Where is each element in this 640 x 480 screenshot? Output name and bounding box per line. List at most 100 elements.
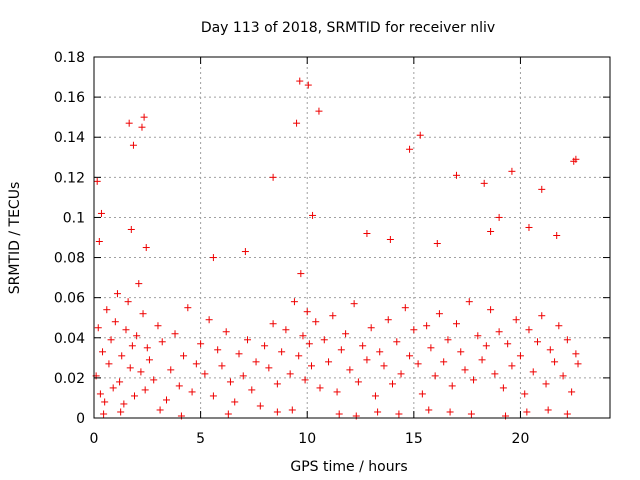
x-tick-label: 5 [196, 431, 205, 447]
data-point [467, 410, 475, 418]
data-point [192, 360, 200, 368]
data-point [371, 392, 379, 400]
data-point [239, 372, 247, 380]
data-point [335, 410, 343, 418]
data-point [101, 398, 109, 406]
data-point [452, 171, 460, 179]
data-point [440, 358, 448, 366]
data-point [482, 342, 490, 350]
data-point [180, 352, 188, 360]
y-tick-label: 0.1 [63, 210, 85, 226]
y-axis-label: SRMTID / TECUs [7, 182, 23, 295]
data-point [544, 406, 552, 414]
data-point [433, 240, 441, 248]
data-point [359, 342, 367, 350]
data-point [551, 358, 559, 366]
data-point [218, 362, 226, 370]
data-point [109, 384, 117, 392]
data-point [320, 336, 328, 344]
data-point [325, 358, 333, 366]
data-point [138, 123, 146, 131]
data-point [559, 372, 567, 380]
data-point [303, 308, 311, 316]
x-tick-label: 15 [405, 431, 423, 447]
y-tick-label: 0.04 [54, 331, 85, 347]
data-point [406, 352, 414, 360]
data-point [363, 356, 371, 364]
data-point [563, 336, 571, 344]
data-point [184, 304, 192, 312]
data-point [214, 346, 222, 354]
data-point [416, 131, 424, 139]
data-point [278, 348, 286, 356]
data-point [288, 406, 296, 414]
data-point [293, 119, 301, 127]
data-point [309, 211, 317, 219]
data-point [297, 270, 305, 278]
data-point [568, 388, 576, 396]
data-point [401, 304, 409, 312]
data-point [495, 328, 503, 336]
data-point [342, 330, 350, 338]
data-point [542, 380, 550, 388]
data-point [201, 370, 209, 378]
data-point [435, 310, 443, 318]
data-point [231, 398, 239, 406]
data-point [269, 320, 277, 328]
data-point [574, 360, 582, 368]
data-point [118, 352, 126, 360]
x-axis-label: GPS time / hours [290, 459, 407, 475]
data-point [546, 346, 554, 354]
data-point [299, 332, 307, 340]
data-point [423, 322, 431, 330]
data-point [142, 244, 150, 252]
data-point [175, 382, 183, 390]
data-point [113, 290, 121, 298]
data-point [305, 340, 313, 348]
data-point [555, 322, 563, 330]
data-point [256, 402, 264, 410]
data-point [95, 238, 103, 246]
data-point [418, 390, 426, 398]
data-point [145, 356, 153, 364]
data-point [563, 410, 571, 418]
data-point [188, 388, 196, 396]
y-tick-label: 0.12 [54, 170, 85, 186]
data-point [414, 360, 422, 368]
data-point [99, 348, 107, 356]
y-tick-label: 0 [76, 411, 85, 427]
data-point [495, 213, 503, 221]
data-point [137, 368, 145, 376]
data-point [478, 356, 486, 364]
data-point [508, 167, 516, 175]
data-point [244, 336, 252, 344]
chart-title: Day 113 of 2018, SRMTID for receiver nli… [201, 20, 495, 36]
data-point [156, 406, 164, 414]
data-point [376, 348, 384, 356]
data-point [448, 382, 456, 390]
y-tick-label: 0.14 [54, 130, 85, 146]
data-point [290, 298, 298, 306]
data-point [346, 366, 354, 374]
data-point [525, 326, 533, 334]
axis-ticks [93, 56, 610, 419]
data-point [140, 113, 148, 121]
data-point [167, 366, 175, 374]
data-point [93, 177, 101, 185]
data-point [553, 231, 561, 239]
data-point [100, 410, 108, 418]
data-point [395, 410, 403, 418]
data-point [265, 364, 273, 372]
data-point [301, 376, 309, 384]
data-point [523, 408, 531, 416]
data-point [205, 316, 213, 324]
data-point [534, 338, 542, 346]
data-point [131, 392, 139, 400]
data-point [512, 316, 520, 324]
data-point [154, 322, 162, 330]
data-point [397, 370, 405, 378]
data-point [96, 390, 104, 398]
data-point [143, 344, 151, 352]
data-point [150, 376, 158, 384]
